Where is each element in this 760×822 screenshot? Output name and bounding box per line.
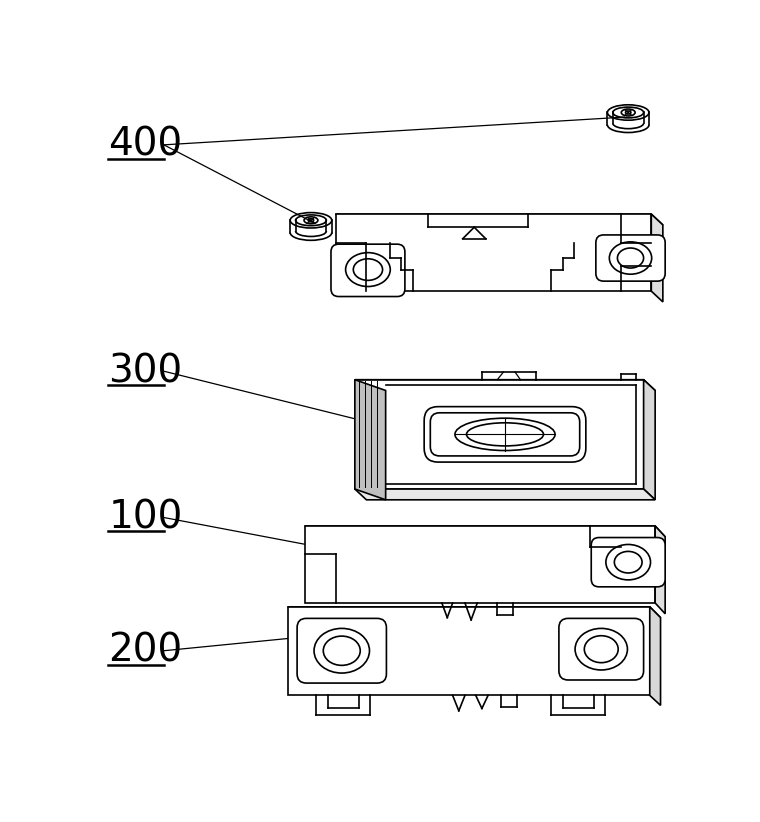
- Text: 400: 400: [109, 126, 182, 164]
- Text: 100: 100: [109, 498, 183, 537]
- FancyBboxPatch shape: [591, 538, 665, 587]
- Polygon shape: [644, 380, 655, 500]
- FancyBboxPatch shape: [424, 407, 586, 462]
- Polygon shape: [336, 215, 663, 225]
- FancyBboxPatch shape: [297, 618, 386, 683]
- Polygon shape: [650, 607, 660, 705]
- Polygon shape: [655, 526, 665, 614]
- Polygon shape: [355, 380, 385, 500]
- Text: 300: 300: [109, 352, 182, 390]
- Polygon shape: [305, 526, 665, 537]
- Polygon shape: [355, 489, 655, 500]
- FancyBboxPatch shape: [559, 618, 644, 680]
- Polygon shape: [355, 380, 644, 489]
- FancyBboxPatch shape: [331, 244, 405, 297]
- Text: 200: 200: [109, 632, 182, 670]
- Polygon shape: [651, 215, 663, 302]
- Polygon shape: [355, 380, 655, 390]
- Polygon shape: [288, 607, 650, 695]
- FancyBboxPatch shape: [596, 235, 665, 281]
- Polygon shape: [305, 526, 655, 603]
- Polygon shape: [288, 607, 660, 617]
- Polygon shape: [336, 215, 651, 291]
